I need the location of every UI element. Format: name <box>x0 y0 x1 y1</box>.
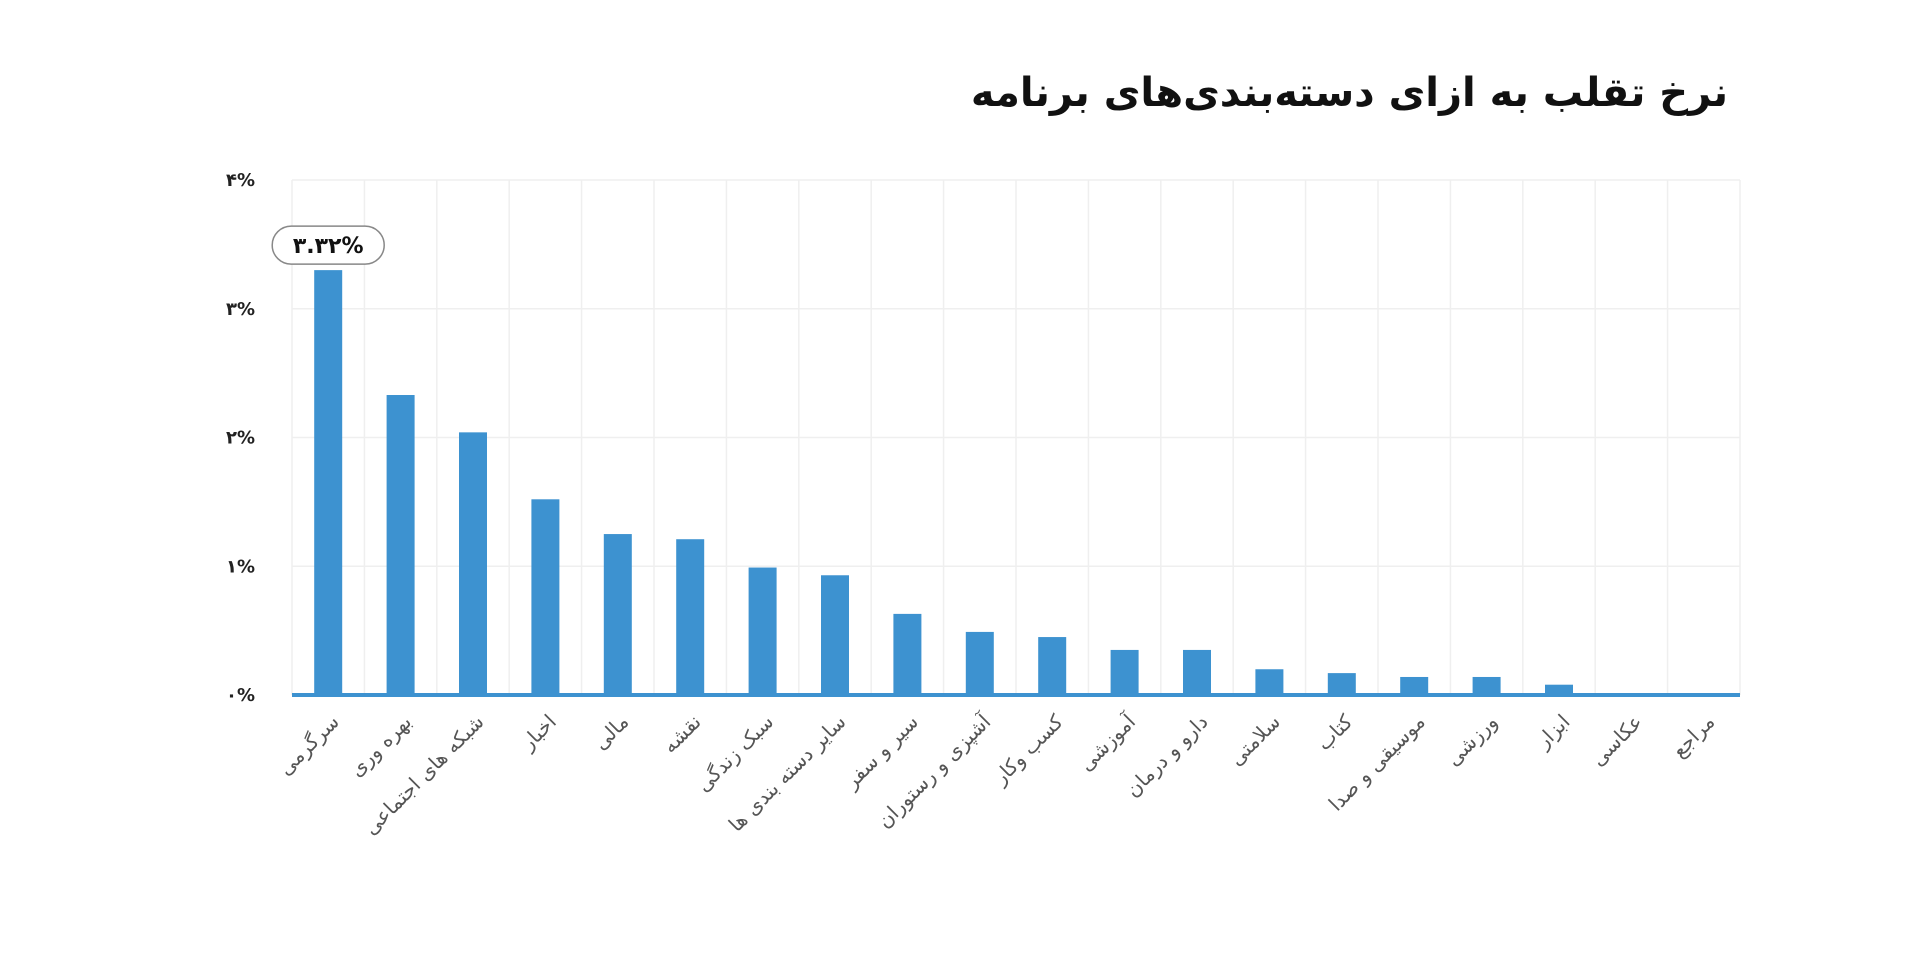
bar <box>1038 637 1067 695</box>
callout-label: ۳.۳۲% <box>293 234 364 259</box>
x-tick-label: نقشه <box>657 710 705 758</box>
x-tick-label: شبکه های اجتماعی <box>359 710 489 840</box>
chart-title: نرخ تقلب به ازای دسته‌بندی‌های برنامه <box>970 70 1728 116</box>
bar <box>531 499 560 695</box>
bar <box>314 270 343 695</box>
x-tick-label: آموزشی <box>1073 708 1141 776</box>
bar <box>1545 684 1573 695</box>
bar <box>893 613 922 695</box>
bar <box>459 432 487 695</box>
x-tick-label: ورزشی <box>1441 710 1502 771</box>
bar <box>603 534 632 695</box>
x-tick-label: کتاب <box>1312 709 1358 755</box>
bar <box>1327 673 1356 695</box>
x-tick-label: مالی <box>588 710 633 755</box>
bar <box>1183 649 1211 695</box>
x-tick-label: اخبار <box>515 710 561 756</box>
x-tick-label: عکاسی <box>1586 710 1647 771</box>
bar <box>386 395 415 695</box>
bar <box>821 575 849 695</box>
bar <box>1472 676 1501 695</box>
bar <box>1255 669 1284 695</box>
x-tick-label: بهره وری <box>344 710 416 782</box>
y-tick-label: ۱% <box>226 556 255 577</box>
y-tick-label: ۴% <box>226 170 255 191</box>
bar <box>676 539 705 695</box>
bar <box>965 631 994 695</box>
x-tick-label: مراجع <box>1667 710 1720 763</box>
x-tick-label: کسب وکار <box>988 709 1068 789</box>
value-callout: ۳.۳۲% <box>271 225 385 265</box>
callout-box <box>271 225 385 265</box>
bar <box>1110 649 1139 695</box>
y-tick-label: ۲% <box>226 428 255 449</box>
y-tick-label: ۰% <box>226 685 255 706</box>
x-tick-label: سلامتی <box>1224 710 1285 771</box>
y-tick-label: ۳% <box>226 299 255 320</box>
x-tick-label: سرگرمی <box>273 710 344 781</box>
bar <box>748 567 777 695</box>
x-tick-label: ابزار <box>1530 710 1574 754</box>
bar <box>1400 676 1429 695</box>
